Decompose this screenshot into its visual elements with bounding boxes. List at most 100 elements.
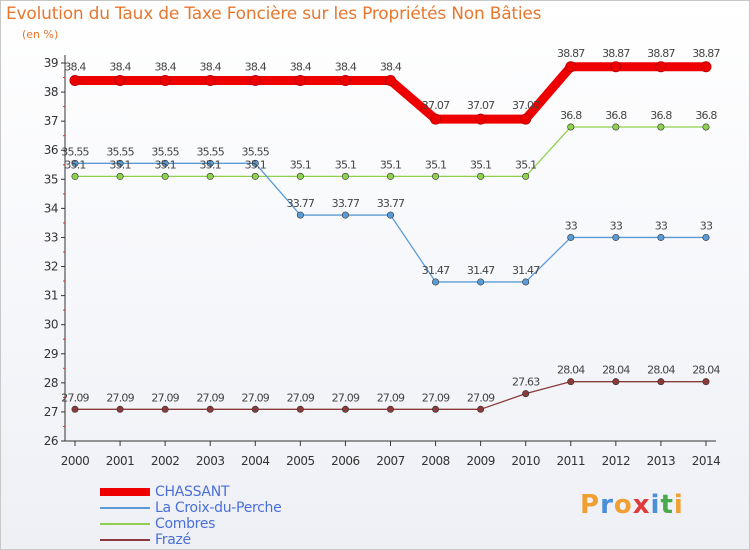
data-label: 35.1 bbox=[470, 158, 491, 171]
y-tick-label: 38 bbox=[44, 85, 58, 99]
data-point bbox=[161, 159, 169, 167]
data-point bbox=[567, 123, 575, 131]
data-label: 37.07 bbox=[467, 99, 495, 112]
data-point bbox=[522, 278, 530, 286]
data-point bbox=[657, 378, 665, 386]
data-point bbox=[565, 61, 577, 73]
x-tick-label: 2002 bbox=[151, 454, 180, 468]
data-point bbox=[477, 172, 485, 180]
data-label: 35.1 bbox=[109, 158, 130, 171]
logo-letter: i bbox=[673, 490, 684, 520]
data-label: 27.09 bbox=[422, 391, 450, 404]
data-label: 35.1 bbox=[200, 158, 221, 171]
data-point bbox=[296, 172, 304, 180]
data-label: 37.07 bbox=[422, 99, 450, 112]
x-tick-label: 2014 bbox=[692, 454, 721, 468]
data-label: 33.77 bbox=[332, 197, 360, 210]
x-tick-label: 2006 bbox=[331, 454, 360, 468]
y-tick-label: 27 bbox=[44, 405, 58, 419]
data-label: 38.4 bbox=[290, 60, 312, 73]
data-label: 33.77 bbox=[287, 197, 315, 210]
data-label: 38.4 bbox=[200, 60, 222, 73]
y-tick-label: 39 bbox=[44, 56, 58, 70]
y-tick-label: 35 bbox=[44, 172, 58, 186]
data-point bbox=[296, 211, 304, 219]
data-point bbox=[430, 113, 442, 125]
legend-label: La Croix-du-Perche bbox=[155, 500, 282, 516]
data-label: 31.47 bbox=[467, 264, 495, 277]
data-label: 35.55 bbox=[196, 145, 224, 158]
data-label: 35.1 bbox=[245, 158, 266, 171]
data-point bbox=[116, 159, 124, 167]
x-tick-label: 2004 bbox=[241, 454, 270, 468]
data-point bbox=[567, 233, 575, 241]
data-label: 38.4 bbox=[154, 60, 176, 73]
data-label: 38.4 bbox=[335, 60, 357, 73]
x-tick-label: 2012 bbox=[602, 454, 631, 468]
data-point bbox=[612, 378, 620, 386]
data-point bbox=[657, 123, 665, 131]
data-label: 27.09 bbox=[377, 391, 405, 404]
y-tick-label: 26 bbox=[44, 434, 58, 448]
data-point bbox=[522, 172, 530, 180]
data-point bbox=[71, 172, 79, 180]
x-tick-label: 2009 bbox=[466, 454, 495, 468]
data-label: 35.1 bbox=[380, 158, 401, 171]
data-label: 35.1 bbox=[425, 158, 446, 171]
y-tick-label: 28 bbox=[44, 376, 58, 390]
logo-letter: P bbox=[580, 490, 601, 520]
data-point bbox=[251, 172, 259, 180]
data-label: 28.04 bbox=[557, 364, 585, 377]
y-tick-label: 29 bbox=[44, 347, 58, 361]
x-tick-label: 2013 bbox=[647, 454, 676, 468]
y-tick-label: 30 bbox=[44, 318, 58, 332]
legend-swatch bbox=[100, 523, 150, 525]
data-label: 35.1 bbox=[64, 158, 85, 171]
data-label: 36.8 bbox=[695, 109, 717, 122]
data-label: 27.09 bbox=[196, 391, 224, 404]
data-point bbox=[206, 405, 214, 413]
data-point bbox=[161, 405, 169, 413]
data-label: 38.4 bbox=[64, 60, 86, 73]
legend-swatch bbox=[100, 539, 150, 541]
data-label: 27.09 bbox=[106, 391, 134, 404]
legend-label: CHASSANT bbox=[155, 484, 230, 500]
data-label: 33 bbox=[700, 219, 713, 232]
data-label: 35.1 bbox=[154, 158, 175, 171]
data-label: 36.8 bbox=[650, 109, 672, 122]
data-point bbox=[386, 172, 394, 180]
data-label: 33 bbox=[565, 219, 578, 232]
data-point bbox=[520, 113, 532, 125]
data-point bbox=[475, 113, 487, 125]
data-point bbox=[522, 390, 530, 398]
logo-letter: o bbox=[613, 490, 633, 520]
data-point bbox=[386, 405, 394, 413]
data-label: 35.1 bbox=[290, 158, 311, 171]
data-label: 27.09 bbox=[467, 391, 495, 404]
y-tick-label: 33 bbox=[44, 230, 58, 244]
x-tick-label: 2010 bbox=[511, 454, 540, 468]
y-tick-label: 31 bbox=[44, 289, 58, 303]
logo-letter: r bbox=[600, 490, 614, 520]
data-point bbox=[386, 211, 394, 219]
data-label: 38.87 bbox=[557, 47, 585, 60]
y-tick-label: 34 bbox=[44, 201, 58, 215]
data-point bbox=[339, 74, 351, 86]
data-label: 36.8 bbox=[605, 109, 627, 122]
data-label: 27.09 bbox=[61, 391, 89, 404]
x-tick-label: 2001 bbox=[106, 454, 135, 468]
data-label: 27.09 bbox=[287, 391, 315, 404]
data-label: 27.63 bbox=[512, 376, 540, 389]
data-label: 38.87 bbox=[647, 47, 675, 60]
data-label: 35.55 bbox=[242, 145, 270, 158]
data-label: 38.4 bbox=[109, 60, 131, 73]
data-label: 33 bbox=[610, 219, 623, 232]
data-point bbox=[69, 74, 81, 86]
data-label: 35.1 bbox=[515, 158, 536, 171]
data-label: 27.09 bbox=[332, 391, 360, 404]
logo-letter: t bbox=[660, 490, 674, 520]
y-unit-label: (en %) bbox=[22, 28, 59, 41]
data-point bbox=[341, 211, 349, 219]
data-label: 28.04 bbox=[692, 364, 720, 377]
